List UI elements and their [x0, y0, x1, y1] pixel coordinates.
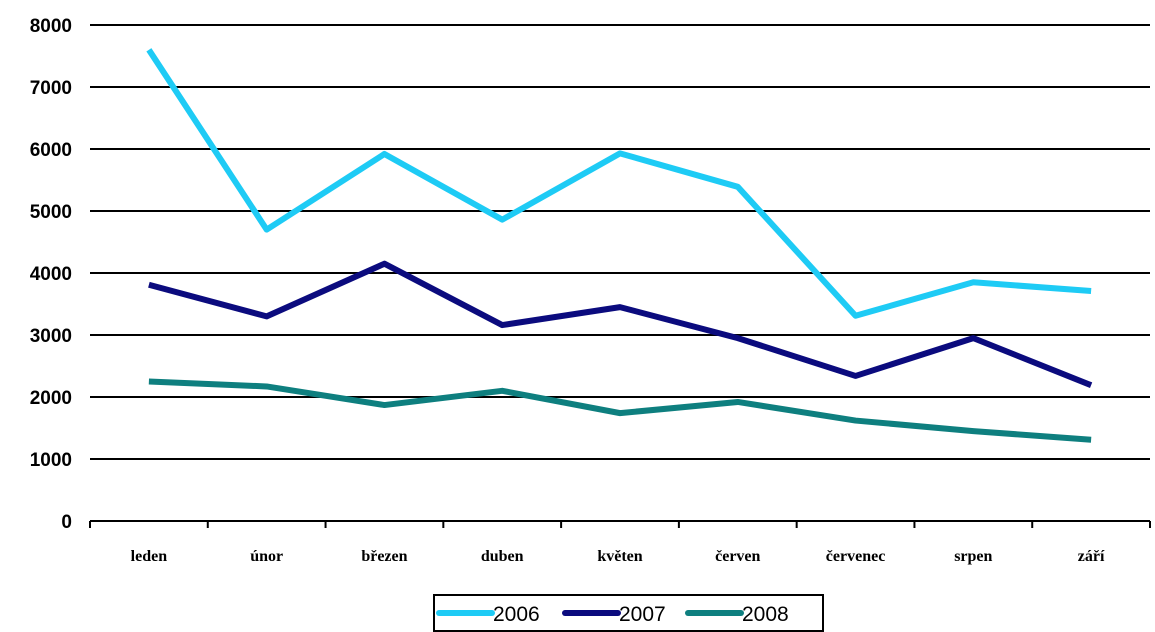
legend-label-2007: 2007 [619, 603, 666, 626]
gridlines [90, 25, 1150, 459]
series-line-2007 [149, 264, 1091, 386]
y-tick-label: 4000 [30, 264, 72, 285]
y-tick-label: 1000 [30, 450, 72, 471]
x-tick-label: květen [597, 548, 642, 565]
series-lines [149, 50, 1091, 440]
y-tick-label: 2000 [30, 388, 72, 409]
x-tick-label: červen [715, 548, 760, 565]
y-tick-label: 8000 [30, 16, 72, 37]
y-axis-ticks: 0 1000 2000 3000 4000 5000 6000 7000 8000 [30, 16, 72, 533]
legend-label-2008: 2008 [742, 603, 789, 626]
x-tick-label: leden [131, 548, 168, 565]
x-tick-label: srpen [954, 548, 992, 565]
x-tick-label: duben [481, 548, 524, 565]
y-tick-label: 5000 [30, 202, 72, 223]
y-tick-label: 0 [61, 512, 72, 533]
x-tick-label: únor [250, 548, 283, 565]
x-tick-label: červenec [826, 548, 886, 565]
legend: 2006 2007 2008 [434, 595, 823, 631]
series-line-2006 [149, 50, 1091, 316]
x-tick-label: září [1078, 548, 1105, 565]
y-tick-label: 3000 [30, 326, 72, 347]
x-axis: leden únor březen duben květen červen červenec… [90, 521, 1150, 565]
y-tick-label: 7000 [30, 78, 72, 99]
y-tick-label: 6000 [30, 140, 72, 161]
series-line-2008 [149, 382, 1091, 440]
x-tick-label: březen [361, 548, 407, 565]
legend-label-2006: 2006 [493, 603, 540, 626]
